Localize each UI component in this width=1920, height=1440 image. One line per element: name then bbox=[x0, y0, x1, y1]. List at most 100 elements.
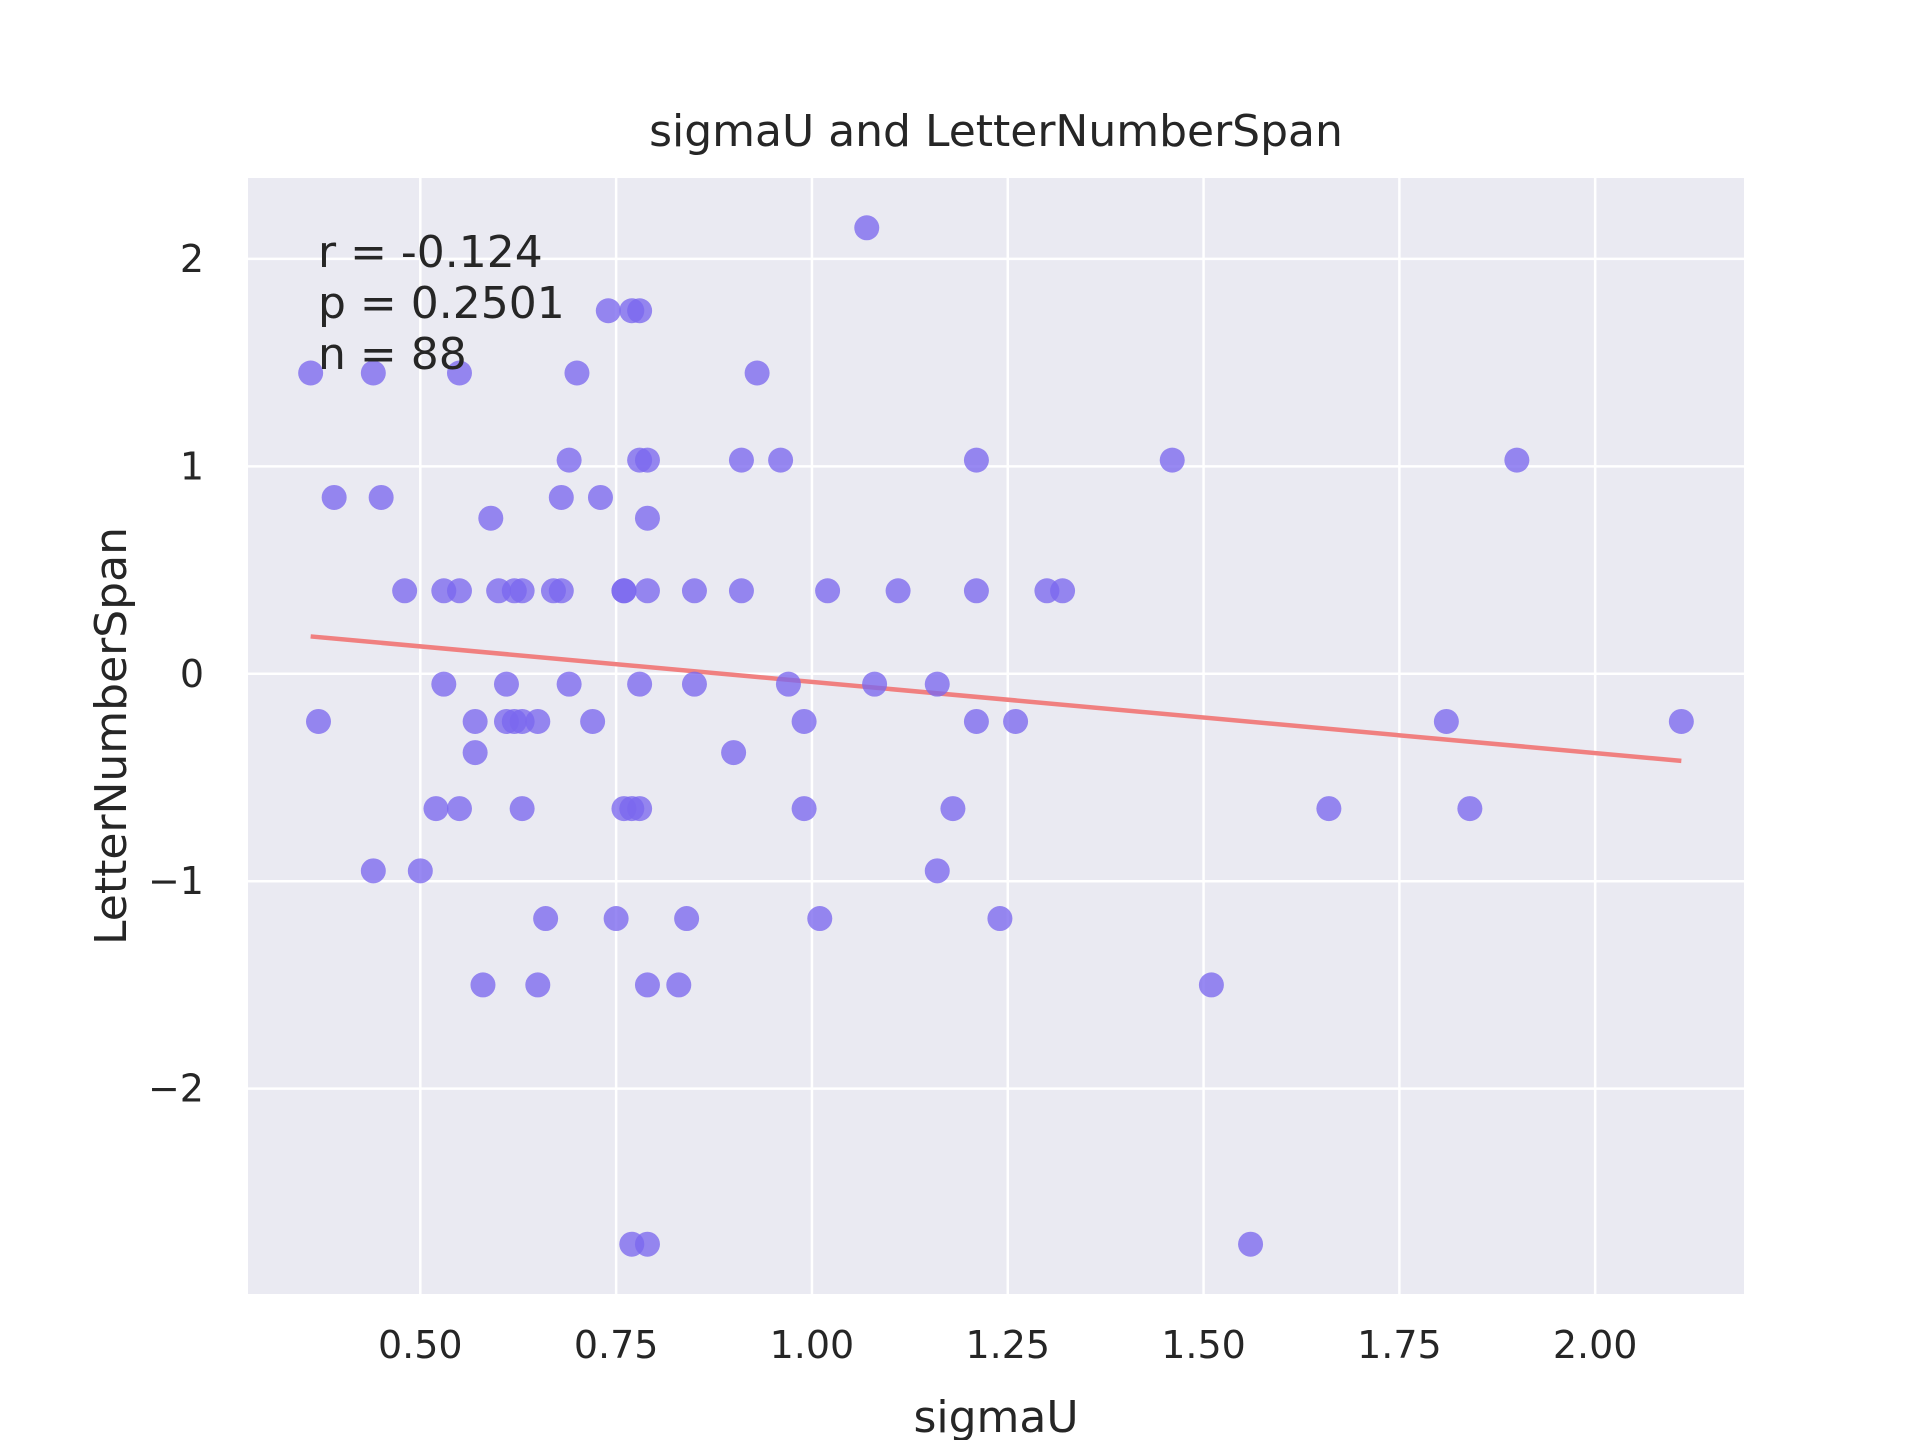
data-point bbox=[423, 796, 449, 822]
data-point bbox=[627, 298, 653, 324]
regression-line bbox=[310, 634, 1682, 764]
data-point bbox=[791, 796, 817, 822]
data-point bbox=[681, 671, 707, 697]
data-point bbox=[634, 578, 660, 604]
data-point bbox=[564, 360, 590, 386]
data-point bbox=[634, 972, 660, 998]
data-point bbox=[674, 906, 700, 932]
data-point bbox=[446, 360, 472, 386]
x-tick-label: 0.50 bbox=[378, 1323, 463, 1367]
data-point bbox=[548, 484, 574, 510]
data-point bbox=[368, 484, 394, 510]
data-point bbox=[360, 858, 386, 884]
data-point bbox=[728, 578, 754, 604]
data-point bbox=[963, 578, 989, 604]
data-point bbox=[509, 796, 535, 822]
data-point bbox=[1316, 796, 1342, 822]
data-point bbox=[580, 708, 606, 734]
y-tick-label: 1 bbox=[180, 444, 204, 488]
y-tick-label: −1 bbox=[148, 859, 204, 903]
y-tick-labels: −2 −1 0 1 2 bbox=[148, 237, 204, 1111]
data-point bbox=[548, 578, 574, 604]
data-point bbox=[407, 858, 433, 884]
stats-annotation: r = -0.124 p = 0.2501 n = 88 bbox=[318, 227, 565, 380]
data-point bbox=[556, 447, 582, 473]
data-point bbox=[963, 708, 989, 734]
chart-title: sigmaU and LetterNumberSpan bbox=[649, 106, 1343, 157]
x-tick-label: 1.75 bbox=[1357, 1323, 1442, 1367]
data-point bbox=[627, 796, 653, 822]
data-point bbox=[815, 578, 841, 604]
x-axis-label: sigmaU bbox=[913, 1392, 1078, 1440]
data-point bbox=[1457, 796, 1483, 822]
data-point bbox=[446, 796, 472, 822]
data-point bbox=[556, 671, 582, 697]
stat-p: p = 0.2501 bbox=[318, 278, 565, 329]
data-point bbox=[768, 447, 794, 473]
data-point bbox=[807, 906, 833, 932]
data-point bbox=[721, 740, 747, 766]
data-point bbox=[1159, 447, 1185, 473]
data-point bbox=[775, 671, 801, 697]
x-tick-label: 1.50 bbox=[1161, 1323, 1246, 1367]
data-point bbox=[666, 972, 692, 998]
data-point bbox=[509, 578, 535, 604]
data-point bbox=[462, 708, 488, 734]
data-point bbox=[298, 360, 324, 386]
data-point bbox=[305, 708, 331, 734]
x-tick-label: 0.75 bbox=[574, 1323, 659, 1367]
data-point bbox=[478, 505, 504, 531]
data-point bbox=[525, 708, 551, 734]
data-point bbox=[533, 906, 559, 932]
data-point bbox=[431, 671, 457, 697]
data-point bbox=[634, 505, 660, 531]
stat-n: n = 88 bbox=[318, 329, 467, 380]
x-tick-label: 1.00 bbox=[770, 1323, 855, 1367]
plot-background bbox=[248, 178, 1744, 1294]
data-point bbox=[634, 447, 660, 473]
data-points bbox=[298, 215, 1694, 1257]
data-point bbox=[634, 1231, 660, 1257]
data-point bbox=[462, 740, 488, 766]
data-point bbox=[1668, 708, 1694, 734]
data-point bbox=[728, 447, 754, 473]
y-tick-label: 0 bbox=[180, 652, 204, 696]
data-point bbox=[611, 578, 637, 604]
regression-line-group bbox=[310, 634, 1682, 764]
data-point bbox=[595, 298, 621, 324]
data-point bbox=[963, 447, 989, 473]
data-point bbox=[360, 360, 386, 386]
data-point bbox=[854, 215, 880, 241]
y-tick-label: −2 bbox=[148, 1067, 204, 1111]
data-point bbox=[525, 972, 551, 998]
data-point bbox=[1238, 1231, 1264, 1257]
data-point bbox=[627, 671, 653, 697]
data-point bbox=[744, 360, 770, 386]
data-point bbox=[885, 578, 911, 604]
data-point bbox=[1003, 708, 1029, 734]
data-point bbox=[587, 484, 613, 510]
data-point bbox=[924, 671, 950, 697]
data-point bbox=[446, 578, 472, 604]
data-point bbox=[862, 671, 888, 697]
data-point bbox=[470, 972, 496, 998]
x-tick-label: 1.25 bbox=[965, 1323, 1050, 1367]
data-point bbox=[321, 484, 347, 510]
data-point bbox=[940, 796, 966, 822]
stat-r: r = -0.124 bbox=[318, 227, 543, 278]
data-point bbox=[1050, 578, 1076, 604]
data-point bbox=[924, 858, 950, 884]
data-point bbox=[987, 906, 1013, 932]
data-point bbox=[493, 671, 519, 697]
data-point bbox=[1504, 447, 1530, 473]
data-point bbox=[1433, 708, 1459, 734]
x-tick-label: 2.00 bbox=[1553, 1323, 1638, 1367]
data-point bbox=[1198, 972, 1224, 998]
data-point bbox=[681, 578, 707, 604]
x-tick-labels: 0.50 0.75 1.00 1.25 1.50 1.75 2.00 bbox=[378, 1323, 1637, 1367]
data-point bbox=[392, 578, 418, 604]
y-tick-label: 2 bbox=[180, 237, 204, 281]
data-point bbox=[791, 708, 817, 734]
y-axis-label: LetterNumberSpan bbox=[86, 527, 137, 945]
